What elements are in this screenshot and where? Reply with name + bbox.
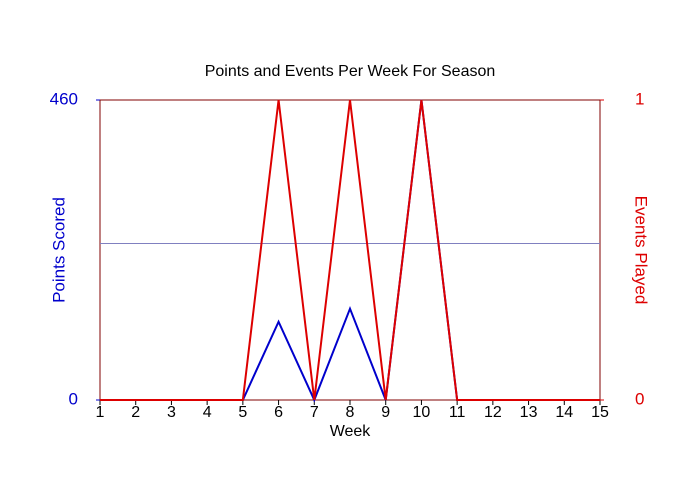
x-tick-label: 13 <box>520 404 538 421</box>
x-axis-label: Week <box>330 423 372 440</box>
x-tick-label: 9 <box>381 404 390 421</box>
x-tick-label: 4 <box>203 404 212 421</box>
x-tick-label: 3 <box>167 404 176 421</box>
x-tick-label: 14 <box>555 404 573 421</box>
y2-tick-label: 0 <box>635 389 644 408</box>
x-tick-label: 2 <box>131 404 140 421</box>
x-tick-label: 8 <box>346 404 355 421</box>
x-tick-label: 7 <box>310 404 319 421</box>
series-line <box>100 99 600 403</box>
x-tick-label: 11 <box>449 404 466 421</box>
x-tick-label: 10 <box>413 404 431 421</box>
y-tick-label: 0 <box>69 389 78 408</box>
plot-frame <box>99 99 601 401</box>
y2-tick-label: 1 <box>635 89 644 108</box>
series-line <box>100 99 600 401</box>
chart-title: Points and Events Per Week For Season <box>205 63 496 80</box>
y-tick-label: 460 <box>50 89 78 108</box>
y2-axis-label: Events Played <box>632 196 651 305</box>
x-tick-label: 5 <box>238 404 247 421</box>
x-tick-label: 1 <box>96 404 105 421</box>
y-axis-label: Points Scored <box>49 197 68 303</box>
x-tick-label: 12 <box>484 404 502 421</box>
x-tick-label: 6 <box>274 404 283 421</box>
x-tick-label: 15 <box>591 404 609 421</box>
